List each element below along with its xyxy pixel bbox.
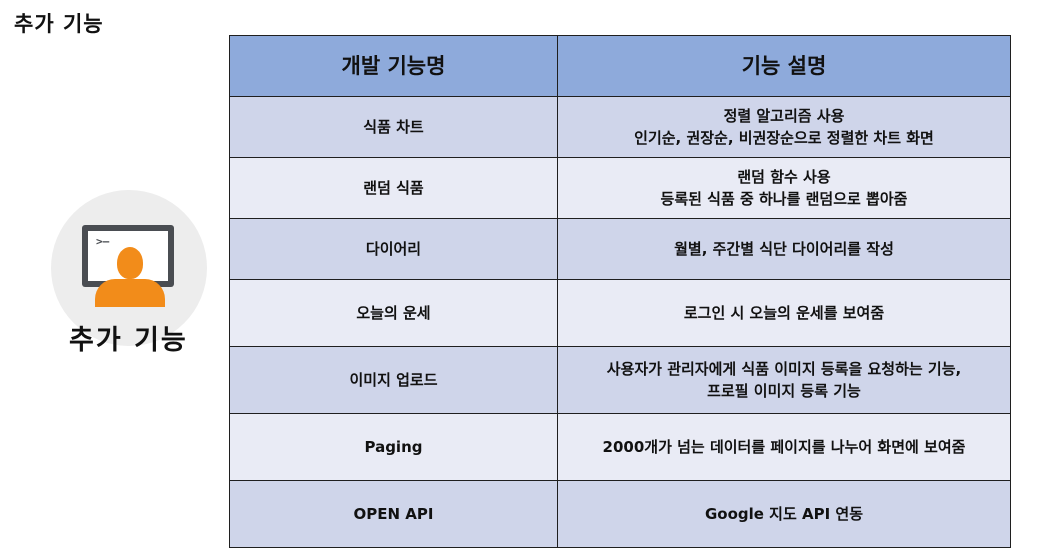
terminal-prompt-icon: >– bbox=[96, 235, 110, 248]
feature-name-cell: 오늘의 운세 bbox=[229, 279, 558, 347]
table-row: OPEN API Google 지도 API 연동 bbox=[229, 480, 1011, 548]
feature-table: 개발 기능명 기능 설명 식품 차트 정렬 알고리즘 사용 인기순, 권장순, … bbox=[229, 35, 1011, 548]
description-line: 2000개가 넘는 데이터를 페이지를 나누어 화면에 보여줌 bbox=[602, 438, 966, 456]
description-line: Google 지도 API 연동 bbox=[704, 505, 864, 523]
feature-description-cell: 월별, 주간별 식단 다이어리를 작성 bbox=[557, 218, 1011, 280]
table-row: 랜덤 식품 랜덤 함수 사용 등록된 식품 중 하나를 랜덤으로 뽑아줌 bbox=[229, 157, 1011, 219]
feature-name-cell: OPEN API bbox=[229, 480, 558, 548]
description-line: 랜덤 함수 사용 bbox=[737, 168, 831, 186]
feature-description-cell: 랜덤 함수 사용 등록된 식품 중 하나를 랜덤으로 뽑아줌 bbox=[557, 157, 1011, 219]
feature-description-cell: 2000개가 넘는 데이터를 페이지를 나누어 화면에 보여줌 bbox=[557, 413, 1011, 481]
feature-name-cell: 다이어리 bbox=[229, 218, 558, 280]
table-row: 식품 차트 정렬 알고리즘 사용 인기순, 권장순, 비권장순으로 정렬한 차트… bbox=[229, 96, 1011, 158]
user-head-icon bbox=[117, 247, 143, 279]
feature-description-cell: 사용자가 관리자에게 식품 이미지 등록을 요청하는 기능, 프로필 이미지 등… bbox=[557, 346, 1011, 414]
description-line: 로그인 시 오늘의 운세를 보여줌 bbox=[683, 304, 885, 322]
header-feature-description: 기능 설명 bbox=[557, 35, 1011, 97]
feature-name-cell: 식품 차트 bbox=[229, 96, 558, 158]
description-line: 사용자가 관리자에게 식품 이미지 등록을 요청하는 기능, bbox=[606, 360, 962, 378]
section-label: 추가 기능 bbox=[69, 325, 188, 356]
feature-description-cell: 정렬 알고리즘 사용 인기순, 권장순, 비권장순으로 정렬한 차트 화면 bbox=[557, 96, 1011, 158]
description-line: 등록된 식품 중 하나를 랜덤으로 뽑아줌 bbox=[660, 190, 908, 208]
description-line: 프로필 이미지 등록 기능 bbox=[707, 382, 861, 400]
table-row: 이미지 업로드 사용자가 관리자에게 식품 이미지 등록을 요청하는 기능, 프… bbox=[229, 346, 1011, 414]
feature-name-cell: Paging bbox=[229, 413, 558, 481]
table-row: 오늘의 운세 로그인 시 오늘의 운세를 보여줌 bbox=[229, 279, 1011, 347]
page-heading: 추가 기능 bbox=[14, 12, 104, 36]
table-header-row: 개발 기능명 기능 설명 bbox=[229, 35, 1011, 97]
feature-description-cell: Google 지도 API 연동 bbox=[557, 480, 1011, 548]
user-body-icon bbox=[95, 279, 165, 307]
feature-name-cell: 이미지 업로드 bbox=[229, 346, 558, 414]
feature-description-cell: 로그인 시 오늘의 운세를 보여줌 bbox=[557, 279, 1011, 347]
description-line: 정렬 알고리즘 사용 bbox=[723, 107, 845, 125]
description-line: 월별, 주간별 식단 다이어리를 작성 bbox=[674, 240, 894, 258]
description-line: 인기순, 권장순, 비권장순으로 정렬한 차트 화면 bbox=[634, 129, 934, 147]
header-feature-name: 개발 기능명 bbox=[229, 35, 558, 97]
table-row: Paging 2000개가 넘는 데이터를 페이지를 나누어 화면에 보여줌 bbox=[229, 413, 1011, 481]
table-row: 다이어리 월별, 주간별 식단 다이어리를 작성 bbox=[229, 218, 1011, 280]
feature-name-cell: 랜덤 식품 bbox=[229, 157, 558, 219]
